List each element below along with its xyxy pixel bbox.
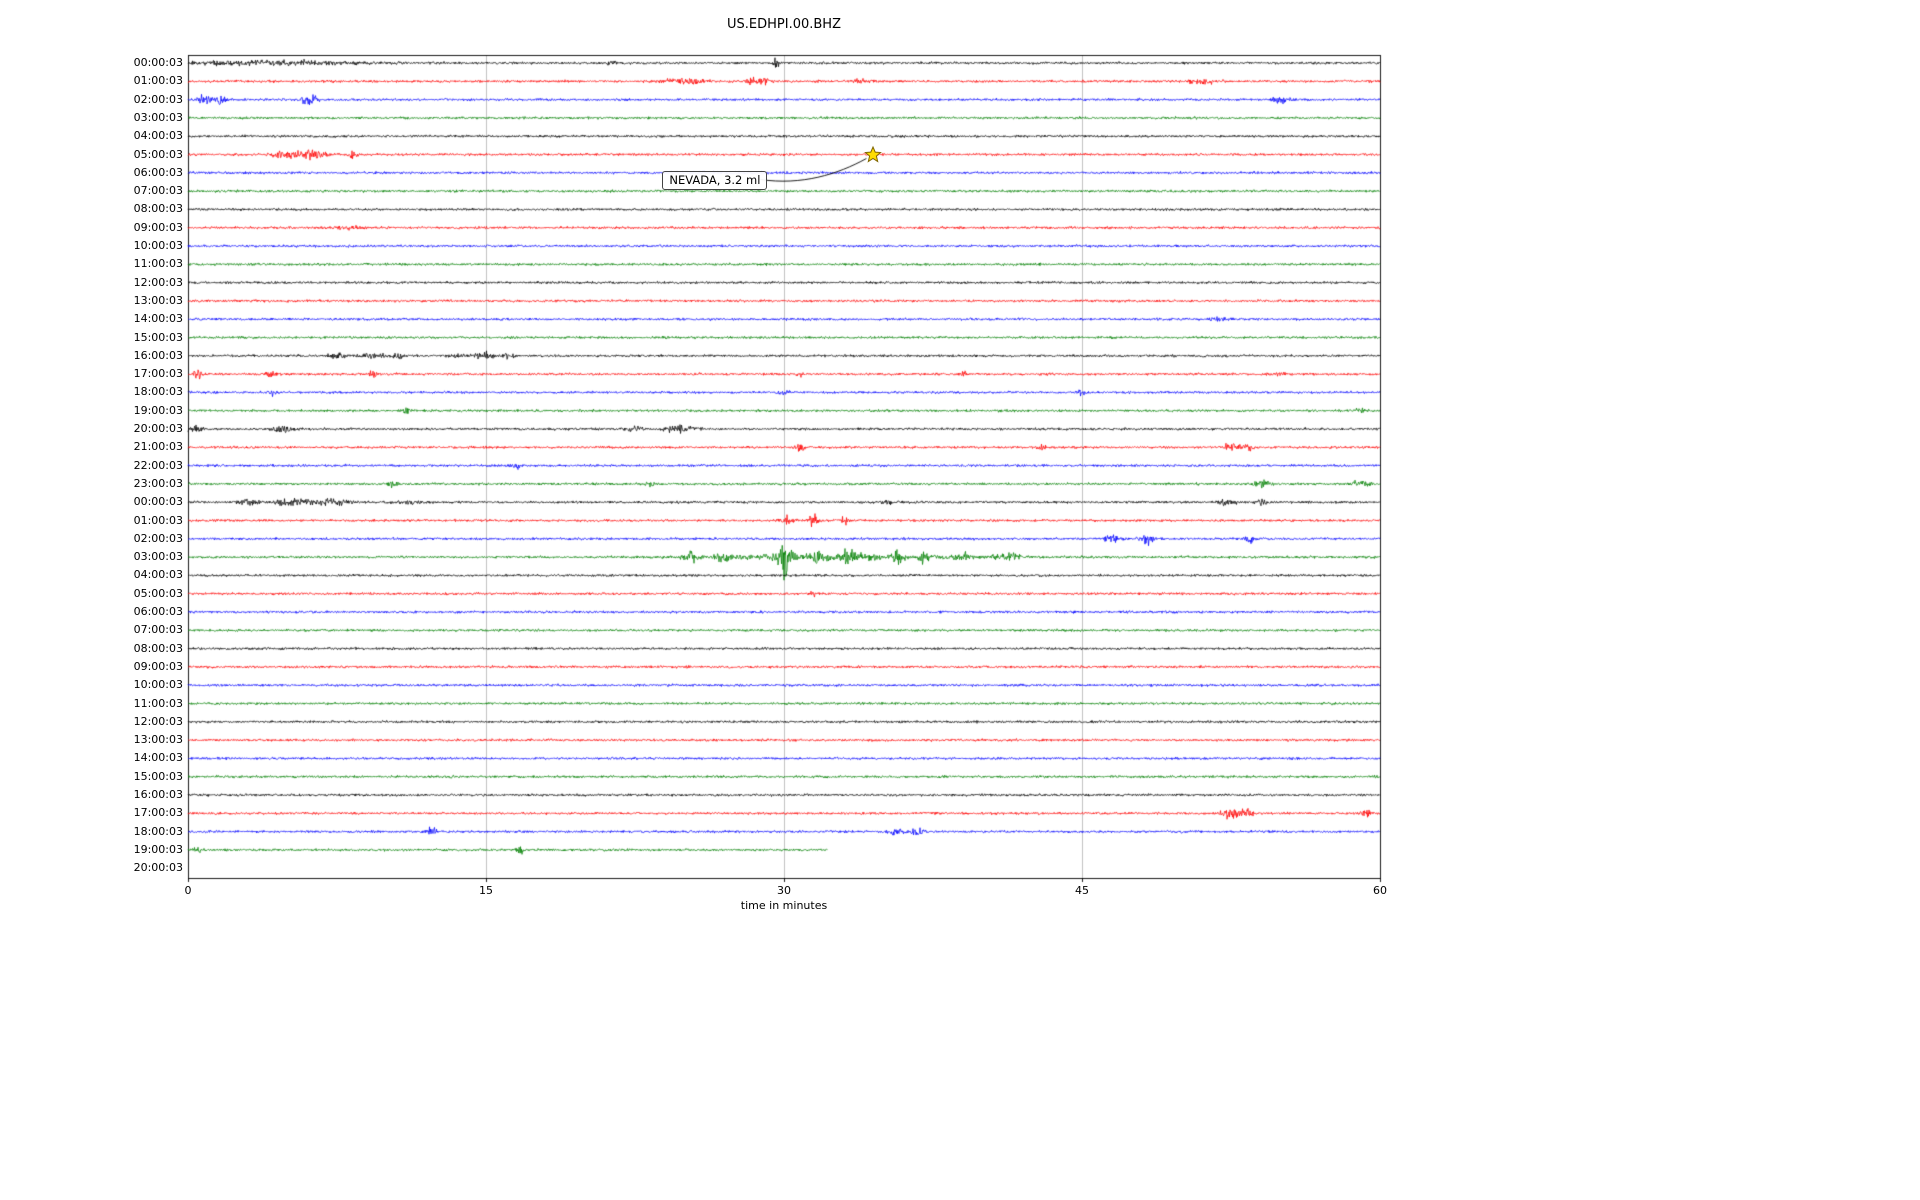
row-time-label: 06:00:03 bbox=[133, 605, 183, 618]
row-time-label: 00:00:03 bbox=[133, 56, 183, 69]
row-time-label: 05:00:03 bbox=[133, 586, 183, 600]
row-time-label: 04:00:03 bbox=[133, 568, 183, 582]
x-tick-label: 60 bbox=[1373, 884, 1387, 897]
row-time-label: 07:00:03 bbox=[133, 184, 183, 198]
row-time-label: 06:00:03 bbox=[133, 165, 183, 179]
row-time-label: 20:00:03 bbox=[133, 422, 183, 435]
event-star-icon bbox=[864, 145, 883, 163]
row-time-label: 17:00:03 bbox=[133, 367, 183, 381]
row-time-label: 09:00:03 bbox=[133, 220, 183, 234]
x-tick-label: 15 bbox=[479, 884, 493, 897]
event-annotation: NEVADA, 3.2 ml bbox=[662, 170, 768, 190]
row-time-label: 18:00:03 bbox=[133, 824, 183, 838]
row-time-label: 12:00:03 bbox=[133, 275, 183, 289]
row-time-label: 16:00:03 bbox=[133, 348, 183, 362]
row-time-label: 22:00:03 bbox=[133, 458, 183, 472]
row-time-label: 15:00:03 bbox=[133, 769, 183, 783]
row-time-label: 23:00:03 bbox=[133, 476, 183, 490]
row-time-label: 11:00:03 bbox=[133, 257, 183, 271]
row-time-label: 08:00:03 bbox=[133, 641, 183, 655]
row-time-label: 19:00:03 bbox=[133, 403, 183, 417]
row-time-label: 03:00:03 bbox=[133, 550, 183, 564]
row-time-label: 14:00:03 bbox=[133, 751, 183, 765]
row-time-label: 13:00:03 bbox=[133, 733, 183, 747]
row-time-label: 08:00:03 bbox=[133, 202, 183, 216]
row-time-label: 04:00:03 bbox=[133, 129, 183, 143]
row-time-label: 18:00:03 bbox=[133, 385, 183, 399]
row-time-label: 01:00:03 bbox=[133, 74, 183, 88]
row-time-label: 03:00:03 bbox=[133, 110, 183, 124]
row-time-label: 20:00:03 bbox=[133, 861, 183, 875]
row-time-label: 02:00:03 bbox=[133, 531, 183, 545]
row-time-label: 05:00:03 bbox=[133, 147, 183, 161]
row-time-label: 11:00:03 bbox=[133, 696, 183, 710]
row-time-label: 07:00:03 bbox=[133, 623, 183, 637]
row-time-label: 12:00:03 bbox=[133, 714, 183, 728]
row-time-label: 09:00:03 bbox=[133, 659, 183, 673]
row-time-label: 02:00:03 bbox=[133, 92, 183, 106]
row-time-label: 17:00:03 bbox=[133, 806, 183, 820]
row-time-label: 13:00:03 bbox=[133, 293, 183, 307]
row-time-label: 10:00:03 bbox=[133, 239, 183, 252]
x-tick-label: 45 bbox=[1075, 884, 1089, 897]
row-time-label: 10:00:03 bbox=[133, 678, 183, 692]
row-time-label: 19:00:03 bbox=[133, 842, 183, 856]
row-time-label: 16:00:03 bbox=[133, 788, 183, 801]
row-time-label: 01:00:03 bbox=[133, 513, 183, 527]
x-tick-label: 30 bbox=[777, 884, 791, 897]
x-tick-label: 0 bbox=[184, 884, 192, 897]
row-time-label: 15:00:03 bbox=[133, 330, 183, 344]
row-time-label: 14:00:03 bbox=[133, 312, 183, 326]
row-time-label: 00:00:03 bbox=[133, 495, 183, 509]
row-time-label: 21:00:03 bbox=[133, 440, 183, 454]
